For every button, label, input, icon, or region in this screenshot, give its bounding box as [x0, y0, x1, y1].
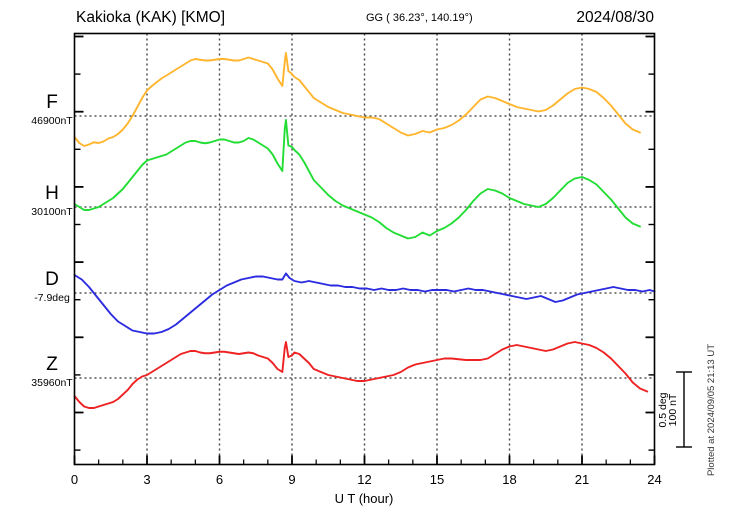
component-baseline-f: 46900nT: [31, 115, 73, 127]
x-axis-tick-labels: 0 3 6 9 12 15 18 21 24: [71, 472, 662, 487]
x-axis-tick-label: 12: [357, 472, 371, 487]
plot-frame: [73, 32, 656, 466]
trace-h: [73, 119, 641, 240]
page-title: Kakioka (KAK) [KMO]: [76, 9, 225, 26]
baseline-reference-lines: [74, 115, 655, 379]
component-baseline-h: 30100nT: [31, 206, 73, 218]
scale-bar: 100 nT 0.5 deg: [657, 371, 692, 448]
trace-z: [73, 341, 649, 409]
x-axis-tick-label: 18: [502, 472, 516, 487]
scale-bar-label-deg: 0.5 deg: [657, 392, 669, 427]
x-axis-tick-label: 9: [288, 472, 295, 487]
x-axis-tick-label: 21: [575, 472, 589, 487]
component-baseline-d: -7.9deg: [34, 292, 70, 304]
component-letter-h: H: [45, 183, 59, 204]
component-letter-d: D: [45, 269, 59, 290]
trace-d: [73, 272, 656, 335]
station-coordinates: GG ( 36.23°, 140.19°): [366, 12, 473, 24]
x-axis-tick-label: 24: [647, 472, 661, 487]
plotted-timestamp: Plotted at 2024/09/05 21:13 UT: [706, 344, 717, 476]
x-axis-tick-label: 6: [216, 472, 223, 487]
trace-f: [73, 52, 641, 147]
observation-date: 2024/08/30: [576, 9, 654, 26]
x-axis-tick-label: 0: [71, 472, 78, 487]
x-axis-tick-label: 15: [430, 472, 444, 487]
scale-bar-label-nt: 100 nT: [667, 393, 679, 426]
data-traces: [73, 52, 656, 409]
gridlines: [146, 33, 583, 465]
component-baseline-z: 35960nT: [31, 377, 73, 389]
component-labels: F 46900nT H 30100nT D -7.9deg Z 35960nT: [31, 92, 73, 389]
axis-ticks: [73, 35, 656, 465]
component-letter-f: F: [46, 92, 58, 113]
x-axis-title: U T (hour): [335, 491, 394, 506]
x-axis-tick-label: 3: [143, 472, 150, 487]
component-letter-z: Z: [46, 354, 58, 375]
